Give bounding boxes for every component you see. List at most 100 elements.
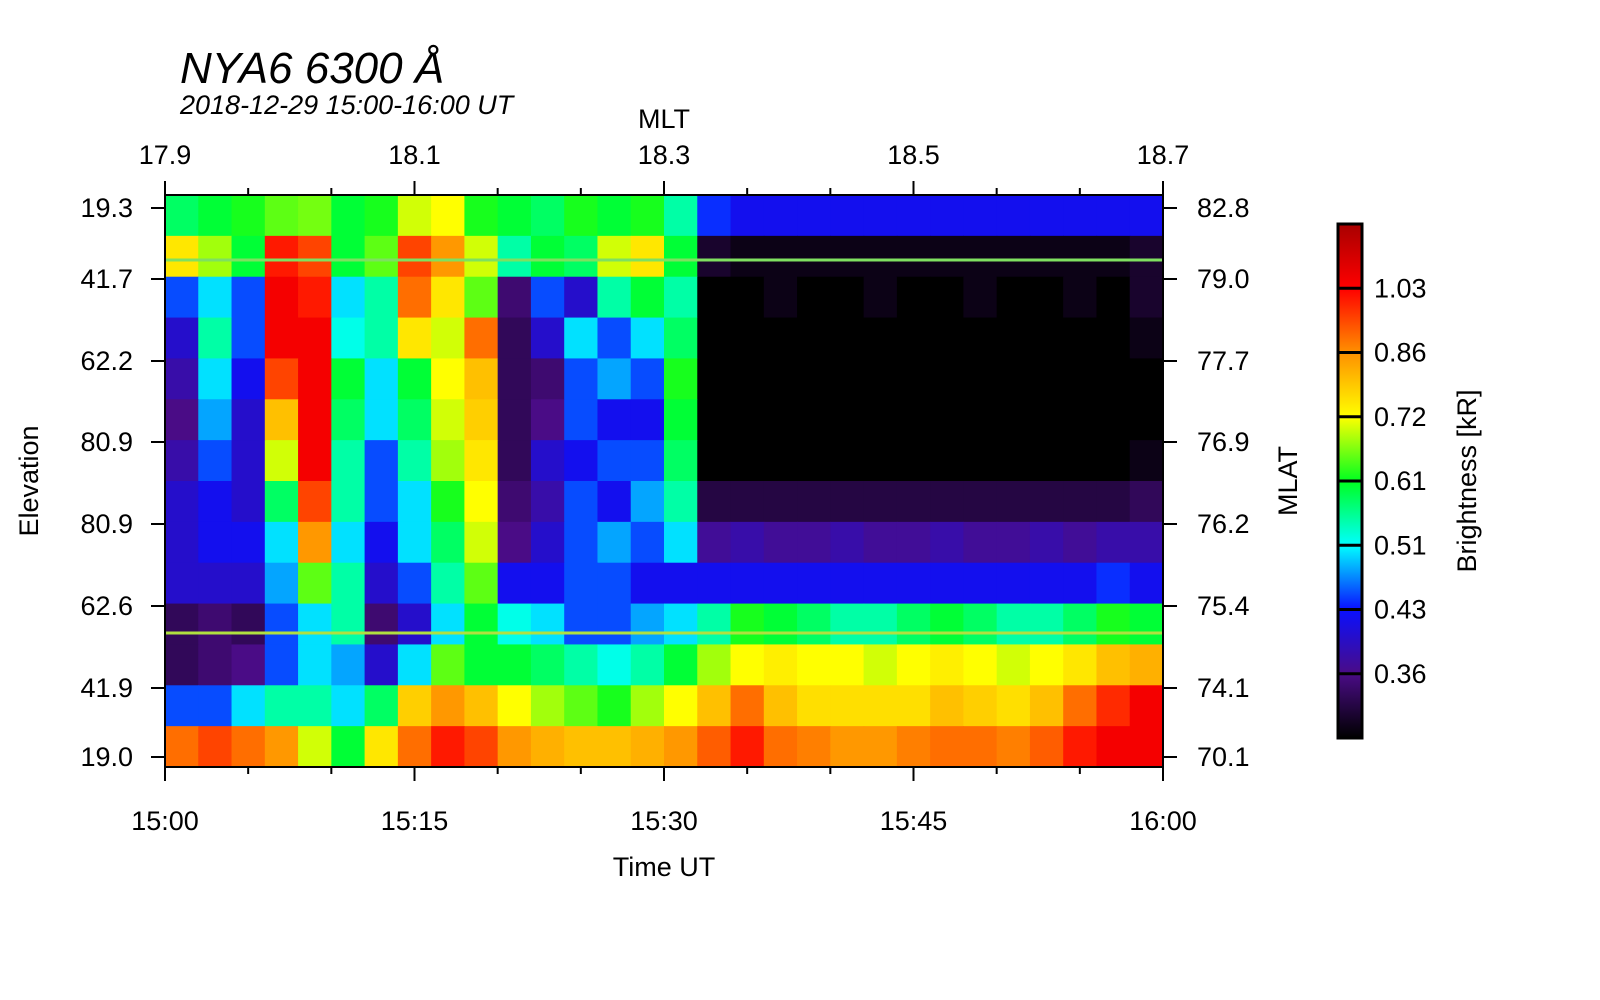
heatmap-cell bbox=[431, 603, 465, 646]
heatmap-cell bbox=[830, 399, 865, 441]
heatmap-cell bbox=[597, 195, 632, 237]
heatmap-cell bbox=[830, 521, 865, 564]
heatmap-cell bbox=[830, 440, 865, 482]
heatmap-cell bbox=[331, 644, 366, 686]
heatmap-cell bbox=[397, 481, 432, 523]
heatmap-cell bbox=[664, 726, 698, 768]
heatmap-cell bbox=[331, 726, 366, 768]
heatmap-cell bbox=[797, 276, 831, 319]
heatmap-cell bbox=[730, 726, 765, 768]
heatmap-cell bbox=[730, 235, 765, 278]
heatmap-cell bbox=[298, 317, 332, 360]
x-tick-label: 15:15 bbox=[381, 806, 449, 836]
top-tick-label: 18.5 bbox=[887, 140, 940, 170]
heatmap-cell bbox=[165, 481, 199, 523]
heatmap-cell bbox=[397, 521, 432, 564]
heatmap-cell bbox=[530, 521, 565, 564]
heatmap-cell bbox=[431, 521, 465, 564]
heatmap-cell bbox=[264, 562, 299, 605]
heatmap-cell bbox=[730, 685, 765, 727]
heatmap-cell bbox=[331, 235, 366, 278]
heatmap-cell bbox=[763, 685, 798, 727]
heatmap-cell bbox=[165, 440, 199, 482]
heatmap-cell bbox=[564, 358, 599, 400]
heatmap-cell bbox=[863, 440, 898, 482]
heatmap-cell bbox=[863, 481, 898, 523]
heatmap-cell bbox=[630, 358, 665, 400]
heatmap-cell bbox=[1063, 644, 1098, 686]
heatmap-cell bbox=[331, 521, 366, 564]
heatmap-cell bbox=[1063, 195, 1098, 237]
heatmap-cell bbox=[364, 562, 399, 605]
heatmap-cell bbox=[264, 317, 299, 360]
top-tick-label: 18.7 bbox=[1137, 140, 1190, 170]
heatmap-cell bbox=[431, 440, 465, 482]
heatmap-cell bbox=[264, 276, 299, 319]
heatmap-cell bbox=[930, 481, 964, 523]
heatmap-cell bbox=[597, 235, 632, 278]
heatmap-cell bbox=[963, 235, 998, 278]
heatmap-cell bbox=[464, 235, 499, 278]
heatmap-cell bbox=[530, 358, 565, 400]
heatmap-cell bbox=[597, 440, 632, 482]
heatmap-cell bbox=[664, 195, 698, 237]
heatmap-cell bbox=[298, 644, 332, 686]
heatmap-cell bbox=[896, 481, 931, 523]
heatmap-cell bbox=[198, 358, 233, 400]
heatmap-cell bbox=[1096, 235, 1131, 278]
heatmap-cell bbox=[730, 481, 765, 523]
heatmap-cell bbox=[730, 358, 765, 400]
heatmap-cell bbox=[863, 685, 898, 727]
heatmap-cell bbox=[165, 358, 199, 400]
heatmap-cell bbox=[996, 726, 1031, 768]
heatmap-cell bbox=[1029, 358, 1064, 400]
heatmap-cell bbox=[231, 726, 266, 768]
heatmap-cell bbox=[797, 195, 831, 237]
heatmap-cell bbox=[564, 603, 599, 646]
heatmap-cell bbox=[397, 235, 432, 278]
heatmap-cell bbox=[165, 399, 199, 441]
heatmap-cell bbox=[298, 399, 332, 441]
heatmap-cell bbox=[564, 317, 599, 360]
heatmap-cell bbox=[730, 562, 765, 605]
chart-title: NYA6 6300 Å bbox=[180, 44, 445, 93]
heatmap-cell bbox=[763, 195, 798, 237]
heatmap-cell bbox=[397, 358, 432, 400]
heatmap-cell bbox=[397, 195, 432, 237]
heatmap-cell bbox=[1096, 562, 1131, 605]
heatmap-cell bbox=[797, 358, 831, 400]
heatmap-cell bbox=[996, 358, 1031, 400]
heatmap-cell bbox=[730, 521, 765, 564]
heatmap-cell bbox=[1096, 685, 1131, 727]
heatmap-cell bbox=[198, 644, 233, 686]
heatmap-cell bbox=[697, 276, 732, 319]
heatmap-cell bbox=[264, 235, 299, 278]
y-axis-label: Elevation bbox=[14, 425, 44, 536]
heatmap-cell bbox=[1029, 317, 1064, 360]
heatmap-cell bbox=[464, 603, 499, 646]
heatmap-cell bbox=[431, 358, 465, 400]
heatmap-cell bbox=[1063, 685, 1098, 727]
heatmap-cell bbox=[763, 603, 798, 646]
heatmap-cell bbox=[1129, 317, 1164, 360]
heatmap-cell bbox=[530, 603, 565, 646]
heatmap-cell bbox=[863, 195, 898, 237]
y-tick-label: 62.2 bbox=[80, 346, 133, 376]
heatmap-cell bbox=[630, 399, 665, 441]
heatmap-cell bbox=[198, 726, 233, 768]
right-tick-label: 79.0 bbox=[1197, 264, 1250, 294]
heatmap-cell bbox=[530, 195, 565, 237]
colorbar-tick-label: 1.03 bbox=[1374, 273, 1427, 303]
heatmap-cell bbox=[231, 685, 266, 727]
colorbar-tick-label: 0.86 bbox=[1374, 338, 1427, 368]
heatmap-cell bbox=[896, 644, 931, 686]
heatmap-cell bbox=[597, 521, 632, 564]
right-axis-label: MLAT bbox=[1273, 446, 1303, 516]
heatmap-cell bbox=[930, 276, 964, 319]
heatmap-cell bbox=[231, 603, 266, 646]
heatmap-cell bbox=[564, 521, 599, 564]
heatmap-cell bbox=[431, 276, 465, 319]
heatmap-cell bbox=[165, 235, 199, 278]
heatmap-cell bbox=[797, 644, 831, 686]
heatmap-cell bbox=[896, 399, 931, 441]
